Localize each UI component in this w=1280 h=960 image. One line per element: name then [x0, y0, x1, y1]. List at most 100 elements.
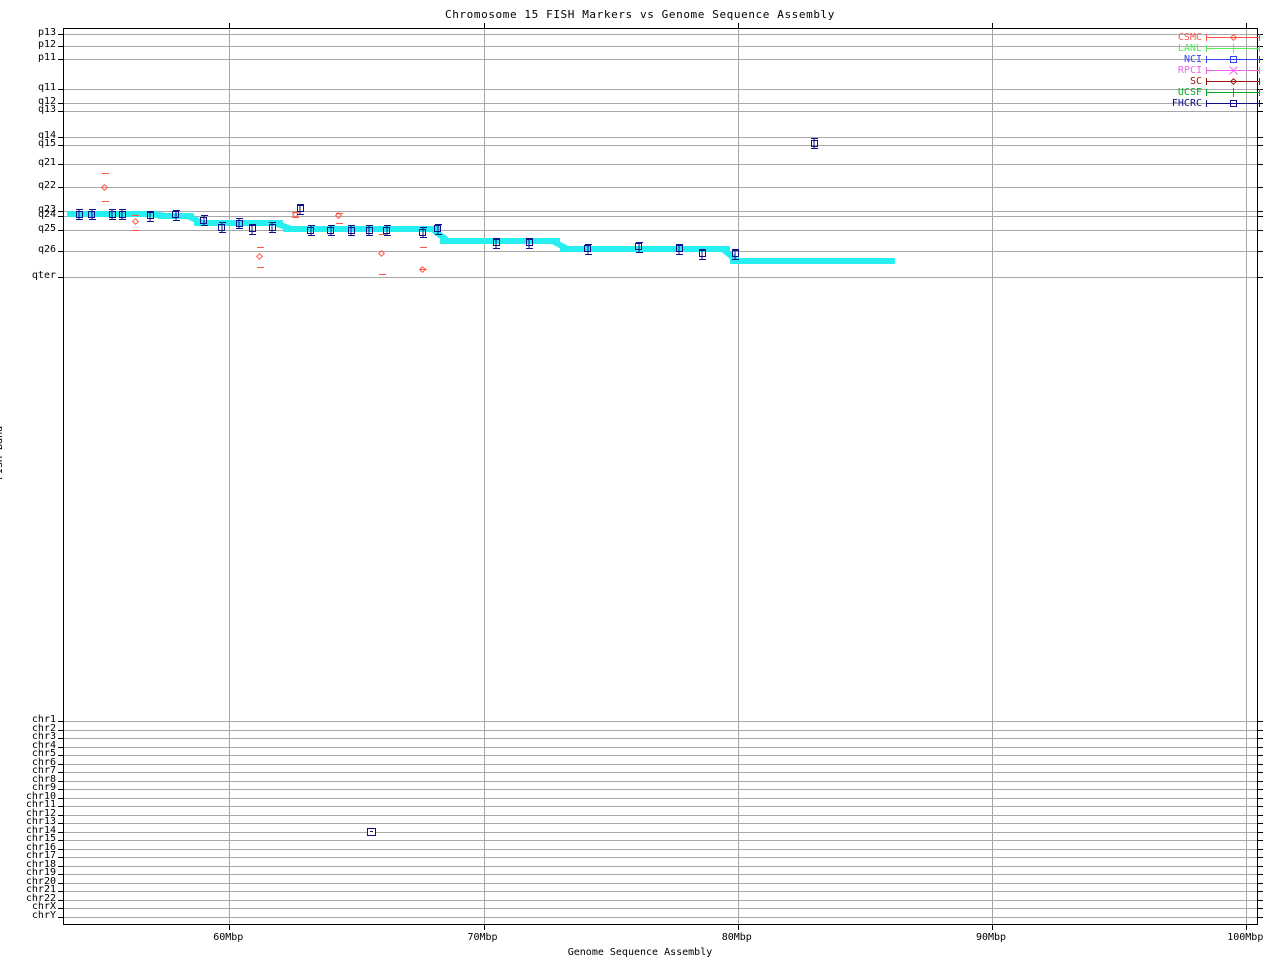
y-tick — [58, 814, 64, 816]
x-label-90Mbp: 90Mbp — [975, 932, 1007, 943]
error-bar-cap — [383, 225, 391, 226]
x-tick — [737, 924, 739, 930]
error-bar — [368, 225, 370, 235]
error-bar — [251, 223, 253, 234]
error-bar-cap — [172, 209, 180, 211]
error-bar — [175, 209, 177, 220]
error-bar — [495, 237, 497, 248]
y-tick-right — [1257, 187, 1263, 188]
error-bar-cap — [76, 219, 84, 220]
error-bar-cap — [76, 209, 84, 210]
x-tick-top — [483, 23, 485, 29]
gridline-q24 — [64, 216, 1257, 217]
legend-cap-left — [1206, 89, 1207, 96]
y-tick-right — [1257, 789, 1263, 790]
legend-line — [1206, 59, 1260, 60]
y-axis-title: FISH Band — [0, 425, 5, 480]
legend: CSMC LANL NCI RPCI SC UCSF FHCRC — [1156, 32, 1260, 109]
error-bar — [310, 225, 312, 235]
legend-label: LANL — [1177, 43, 1202, 54]
y-label-chr9: chr9 — [31, 782, 56, 793]
legend-item-ucsf[interactable]: UCSF — [1156, 87, 1260, 98]
y-tick — [58, 831, 64, 833]
gridline-chr14 — [64, 831, 1257, 833]
y-tick-right — [1257, 103, 1263, 104]
y-label-chr6: chr6 — [31, 756, 56, 768]
legend-item-lanl[interactable]: LANL — [1156, 43, 1260, 54]
y-tick-right — [1257, 211, 1263, 212]
y-label-qter: qter — [31, 270, 56, 281]
error-bar — [437, 223, 439, 234]
gridline-chr15 — [64, 840, 1257, 841]
error-bar-cap — [584, 243, 592, 245]
error-bar — [528, 237, 530, 248]
y-label-chr1: chr1 — [31, 714, 56, 725]
y-label-chr11: chr11 — [25, 799, 56, 810]
gridline-q14 — [64, 137, 1257, 138]
error-bar-cap — [434, 233, 442, 235]
legend-item-fhcrc[interactable]: FHCRC — [1156, 98, 1260, 109]
y-label-chr15: chr15 — [25, 833, 56, 844]
y-label-q12: q12 — [37, 96, 56, 107]
legend-item-rpci[interactable]: RPCI — [1156, 65, 1260, 76]
legend-item-sc[interactable]: SC — [1156, 76, 1260, 87]
error-bar-cap — [434, 223, 442, 225]
y-tick — [58, 857, 64, 858]
y-tick-right — [1257, 772, 1263, 773]
y-tick-right — [1257, 865, 1263, 867]
error-bar-cap — [119, 219, 127, 220]
error-bar — [238, 218, 240, 228]
y-tick — [58, 848, 64, 850]
error-bar — [78, 209, 80, 219]
legend-item-csmc[interactable]: CSMC — [1156, 32, 1260, 43]
error-bar — [149, 210, 151, 221]
y-tick-right — [1257, 34, 1263, 35]
error-bar-cap — [218, 222, 226, 224]
error-bar — [587, 243, 589, 254]
legend-item-nci[interactable]: NCI — [1156, 54, 1260, 65]
error-bar-cap — [249, 233, 257, 235]
error-bar — [678, 243, 680, 254]
y-tick — [58, 806, 64, 807]
error-bar-cap — [335, 213, 343, 214]
gridline-q25 — [64, 230, 1257, 231]
legend-cap-left — [1206, 67, 1207, 74]
gridline-chr3 — [64, 738, 1257, 739]
error-bar-cap — [419, 246, 427, 248]
y-tick — [58, 230, 64, 231]
y-tick-right — [1257, 780, 1263, 782]
y-tick — [58, 46, 64, 47]
error-bar-cap — [269, 222, 277, 224]
y-tick — [58, 755, 64, 756]
x-tick-top — [992, 23, 994, 29]
x-label-100Mbp: 100Mbp — [1227, 932, 1264, 943]
square-fill — [370, 831, 374, 832]
error-bar-cap — [297, 203, 305, 205]
error-bar-cap — [109, 219, 117, 220]
gridline-chr11 — [64, 806, 1257, 807]
y-tick — [58, 865, 64, 867]
error-bar-cap — [269, 232, 277, 234]
gridline-chr5 — [64, 755, 1257, 756]
y-label-chr14: chr14 — [25, 824, 56, 836]
gridline-x-60 — [229, 29, 231, 924]
y-label-q26: q26 — [37, 244, 56, 255]
y-tick — [58, 137, 64, 138]
error-bar-cap — [526, 247, 534, 249]
legend-cap-right — [1259, 45, 1260, 52]
y-label-chr18: chr18 — [25, 858, 56, 870]
legend-line — [1206, 103, 1260, 104]
y-tick-right — [1257, 916, 1263, 918]
y-tick — [58, 899, 64, 901]
y-tick — [58, 840, 64, 841]
error-bar-cap — [327, 235, 335, 236]
error-bar — [350, 225, 352, 235]
y-label-chr13: chr13 — [25, 816, 56, 827]
error-bar-cap — [256, 246, 264, 248]
error-bar-cap — [383, 235, 391, 236]
error-bar-cap — [292, 212, 300, 213]
plot-frame — [58, 23, 1263, 930]
legend-cap-right — [1259, 56, 1260, 63]
y-label-chr16: chr16 — [25, 841, 56, 853]
y-label-chr17: chr17 — [25, 850, 56, 861]
